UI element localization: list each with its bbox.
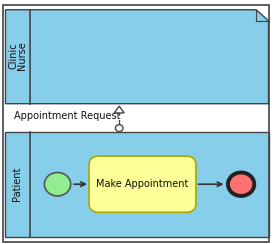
Text: Patient: Patient <box>12 167 22 201</box>
Bar <box>5 132 269 237</box>
Polygon shape <box>114 106 124 113</box>
Circle shape <box>115 125 123 132</box>
Text: Appointment Request: Appointment Request <box>14 111 120 121</box>
Polygon shape <box>5 10 269 104</box>
Text: Clinic: Clinic <box>8 43 18 70</box>
Text: Make Appointment: Make Appointment <box>96 179 189 189</box>
FancyBboxPatch shape <box>89 156 196 212</box>
Circle shape <box>228 173 254 196</box>
Circle shape <box>44 173 71 196</box>
Text: Nurse: Nurse <box>18 42 27 71</box>
